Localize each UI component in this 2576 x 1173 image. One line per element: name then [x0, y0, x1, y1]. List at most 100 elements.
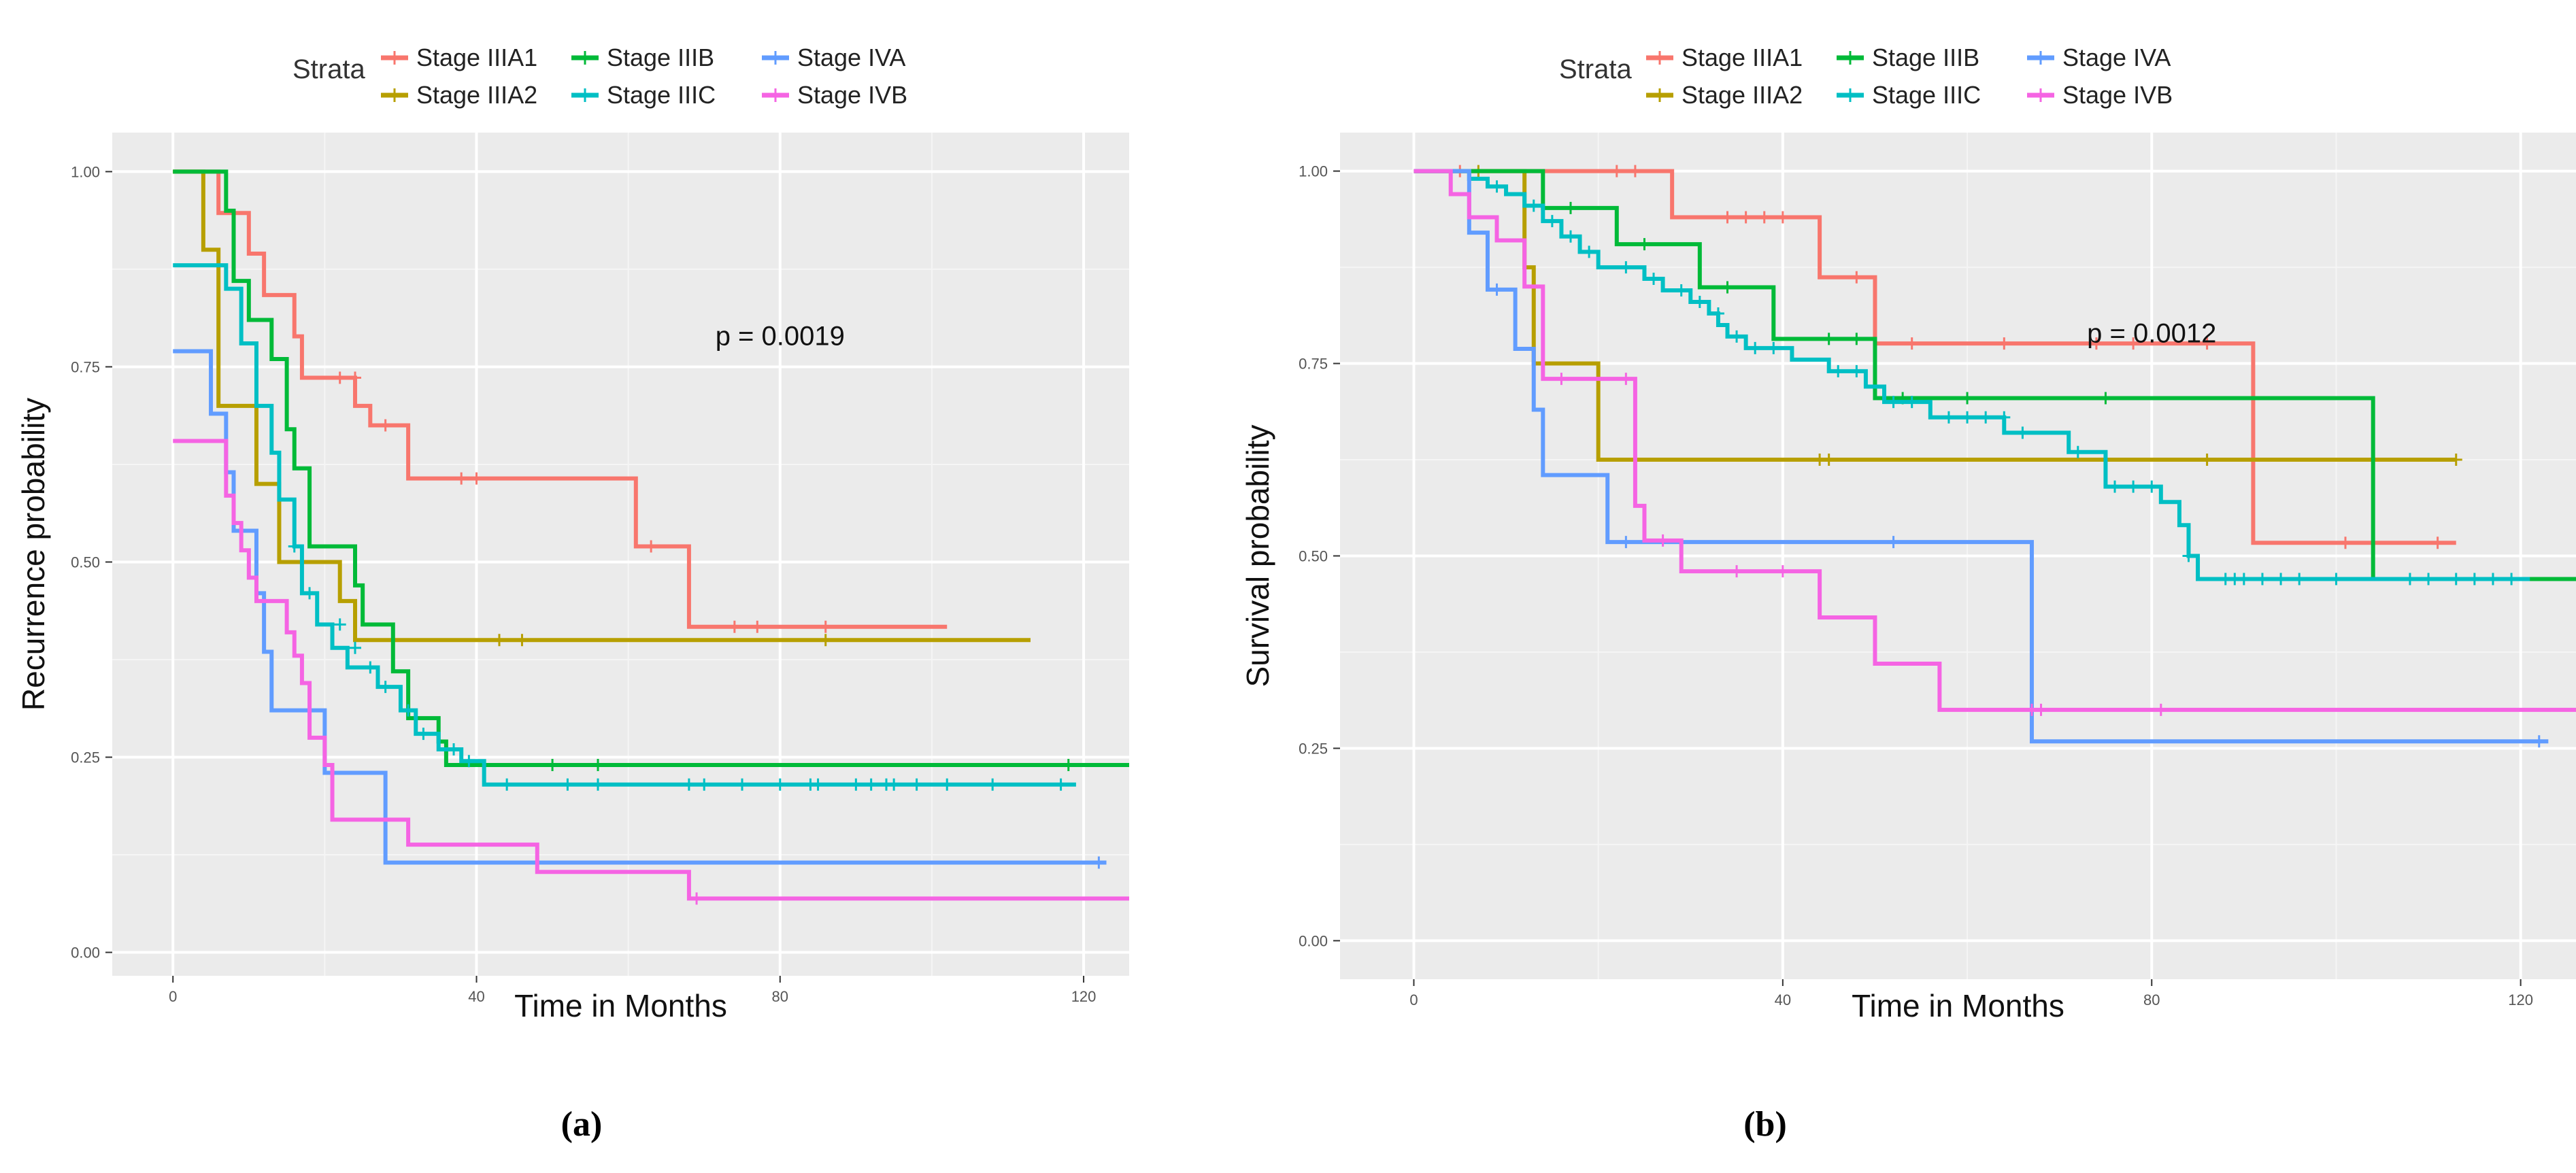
x-axis-title: Time in Months: [514, 988, 727, 1023]
series-line-stage-iiia1: [173, 169, 948, 629]
censor-mark-stage-iiia1: [1739, 211, 1752, 224]
panel-label: (a): [561, 1105, 603, 1144]
censor-mark-stage-iiib: [1638, 238, 1651, 251]
censor-mark-stage-iiic: [417, 728, 430, 741]
censor-mark-stage-iva: [1092, 856, 1105, 869]
series-line-stage-iiib: [1414, 169, 2576, 581]
plot-background: [112, 133, 1129, 976]
censor-mark-stage-iiia1: [1776, 211, 1789, 224]
legend-title: Strata: [1559, 54, 1632, 84]
legend-label-stage-iiib: Stage IIIB: [607, 44, 714, 71]
censor-mark-stage-iiia1: [2431, 537, 2444, 549]
censor-mark-stage-iiia1: [1758, 211, 1771, 224]
series-line-stage-iiic: [173, 263, 1076, 787]
legend-label-stage-iva: Stage IVA: [2062, 44, 2171, 71]
x-tick-label: 40: [1775, 991, 1791, 1008]
censor-mark-stage-iiia1: [2201, 337, 2213, 350]
gridlines: [112, 133, 1129, 976]
censor-mark-stage-iiic: [1979, 411, 1992, 424]
censor-mark-stage-iiib: [1850, 333, 1863, 345]
y-tick-label: 0.25: [1299, 740, 1328, 757]
panel-b-chart: 0.00 0.25 0.50 0.75 1.00 0 40 80 120 p = 0.0012 Ti…: [1240, 44, 2576, 1144]
series-line-stage-iva: [1414, 169, 2549, 744]
legend-label-stage-iiic: Stage IIIC: [1872, 81, 1981, 109]
censor-mark-stage-iiic: [2127, 480, 2140, 493]
censor-mark-stage-iiic: [349, 641, 362, 654]
censor-mark-stage-iiic: [501, 778, 514, 791]
legend-label-stage-iiia1: Stage IIIA1: [1682, 44, 1803, 71]
censor-mark-stage-iiic: [1693, 296, 1706, 308]
panel-a-chart: 0.00 0.25 0.50 0.75 1.00 0 40 80 120 p = 0.0019 Ti…: [16, 44, 1129, 1144]
censor-mark-stage-iiic: [333, 618, 346, 631]
y-tick-label: 0.25: [71, 749, 100, 766]
series-line-stage-iiia2: [1414, 169, 2456, 462]
legend-label-stage-iiib: Stage IIIB: [1872, 44, 1979, 71]
censor-mark-stage-iiic: [986, 778, 999, 791]
legend-label-stage-iiia2: Stage IIIA2: [416, 81, 537, 109]
censor-mark-stage-iiia2: [492, 634, 505, 647]
censor-mark-stage-iiic: [888, 778, 901, 791]
censor-mark-stage-iiic: [1905, 396, 1918, 409]
censor-mark-stage-iiic: [303, 587, 316, 600]
censor-mark-stage-iiib: [1961, 392, 1974, 405]
series-line-stage-iiic: [1414, 169, 2530, 581]
legend-label-stage-ivb: Stage IVB: [2062, 81, 2173, 109]
censor-mark-stage-iiic: [736, 778, 749, 791]
censor-mark-stage-iiic: [2449, 573, 2462, 585]
censor-mark-stage-iiic: [1730, 330, 1743, 343]
censor-mark-stage-iiic: [1711, 307, 1724, 320]
legend-label-stage-iiia2: Stage IIIA2: [1682, 81, 1803, 109]
censor-mark-stage-iiia1: [1721, 211, 1734, 224]
p-value-annotation: p = 0.0012: [2087, 318, 2216, 348]
censor-mark-stage-iva: [1620, 536, 1633, 549]
y-tick-label: 0.50: [1299, 548, 1328, 565]
censor-mark-stage-iiia1: [2090, 337, 2103, 350]
censor-mark-stage-iiic: [2468, 573, 2481, 585]
censor-mark-stage-iiib: [592, 759, 605, 771]
censor-mark-stage-iiia1: [1610, 165, 1623, 177]
censor-mark-stage-iiia2: [516, 634, 529, 647]
censor-mark-stage-iiic: [2109, 480, 2122, 493]
censor-mark-stage-iiic: [698, 778, 711, 791]
x-tick-label: 0: [169, 988, 177, 1005]
y-tick-label: 0.75: [1299, 356, 1328, 373]
censor-mark-stage-iiic: [2016, 426, 2029, 439]
censor-mark-stage-ivb: [2035, 703, 2047, 716]
censor-mark-stage-iiic: [2505, 573, 2518, 585]
y-tick-label: 0.75: [71, 358, 100, 375]
censor-mark-stage-iiic: [2182, 549, 2195, 562]
censor-mark-stage-iiia1: [379, 419, 392, 432]
p-value-annotation: p = 0.0019: [716, 322, 845, 352]
censor-mark-stage-iiib: [1721, 281, 1734, 294]
series-line-stage-iva: [173, 349, 1107, 865]
censor-mark-stage-ivb: [690, 892, 703, 905]
censor-mark-stage-iva: [1887, 536, 1900, 549]
y-tick-label: 1.00: [1299, 163, 1328, 180]
censor-mark-stage-iiic: [1767, 341, 1780, 354]
x-tick-label: 80: [2143, 991, 2160, 1008]
y-tick-label: 0.50: [71, 554, 100, 571]
censor-mark-stage-iiia1: [349, 371, 362, 384]
legend-label-stage-iiia1: Stage IIIA1: [416, 44, 537, 71]
censor-mark-stage-iiic: [1583, 245, 1596, 258]
censor-mark-stage-iiia1: [728, 620, 741, 633]
series-group: [173, 169, 1129, 905]
censor-mark-stage-iiia1: [455, 472, 468, 485]
censor-mark-stage-iiic: [1564, 230, 1577, 243]
y-axis-title: Survival probability: [1240, 424, 1275, 687]
censor-mark-stage-ivb: [1620, 373, 1633, 386]
series-line-stage-iiia2: [173, 169, 1031, 643]
censor-mark-stage-iiib: [1822, 333, 1835, 345]
x-tick-label: 80: [772, 988, 788, 1005]
y-tick-label: 0.00: [71, 945, 100, 962]
censor-mark-stage-iiic: [1647, 273, 1660, 286]
censor-mark-stage-iva: [2532, 735, 2545, 748]
censor-mark-stage-iiic: [402, 704, 415, 717]
censor-mark-stage-iiia1: [333, 371, 346, 384]
censor-mark-stage-iiic: [1749, 341, 1762, 354]
censor-mark-stage-ivb: [1730, 565, 1743, 578]
censor-mark-stage-iiic: [2403, 573, 2416, 585]
censor-mark-stage-iiia2: [2201, 454, 2213, 466]
censor-mark-stage-iiic: [379, 681, 392, 694]
series-line-stage-iiia1: [1414, 169, 2456, 545]
